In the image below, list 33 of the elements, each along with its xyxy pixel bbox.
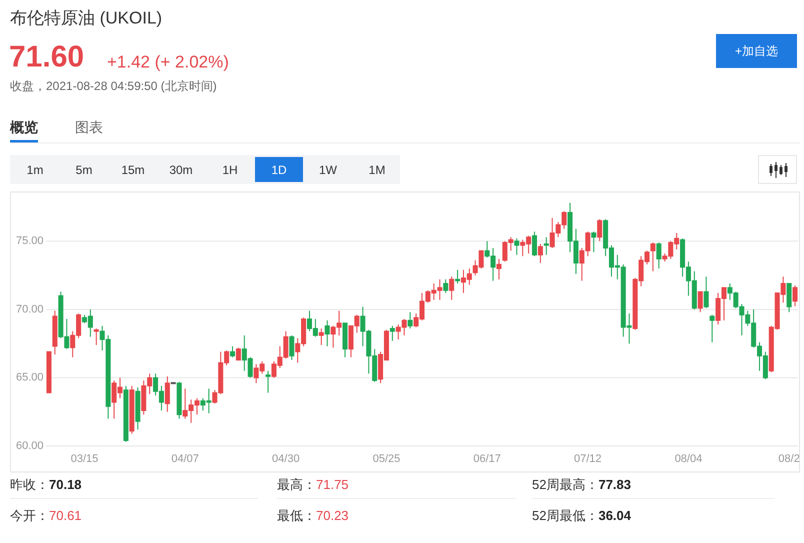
price-change: +1.42 (+ 2.02%) <box>107 52 229 72</box>
x-tick-label: 04/07 <box>171 453 199 465</box>
x-tick-label: 04/30 <box>272 453 300 465</box>
stat-label: 52周最低：36.04 <box>532 508 632 522</box>
x-tick-label: 07/12 <box>574 453 602 465</box>
period-label: 1M <box>368 163 386 177</box>
subtitle: 收盘，2021-08-28 04:59:50 (北京时间) <box>10 79 217 93</box>
period-button-selected: 1D <box>255 157 303 182</box>
tab-label-active: 概览 <box>10 119 38 135</box>
stat-label: 52周最高：77.83 <box>532 476 632 492</box>
period-label: 1W <box>319 163 337 177</box>
period-label: 30m <box>169 163 193 177</box>
x-tick-label: 08/2 <box>778 453 800 465</box>
period-label: 1m <box>26 163 44 177</box>
y-tick-label: 70.00 <box>16 303 44 316</box>
period-label: 1H <box>222 163 238 177</box>
stat-label: 今开：70.61 <box>10 508 82 522</box>
x-tick-label: 05/25 <box>372 453 400 465</box>
y-tick-label: 65.00 <box>16 372 44 384</box>
y-tick-label: 75.00 <box>16 235 44 248</box>
stat-label: 最高：71.75 <box>277 476 349 492</box>
button-add-watchlist: +加自选 <box>716 34 797 68</box>
x-tick-label: 08/04 <box>674 453 702 465</box>
stat-label: 昨收：70.18 <box>10 476 82 492</box>
tab-label: 图表 <box>75 119 103 135</box>
stat-label: 最低：70.23 <box>277 508 349 522</box>
x-tick-label: 06/17 <box>473 453 501 465</box>
x-tick-label: 03/15 <box>70 453 98 465</box>
title: 布伦特原油 (UKOIL) <box>10 8 162 28</box>
period-label: 15m <box>121 163 145 177</box>
y-tick-label: 60.00 <box>16 440 44 452</box>
last-price: 71.60 <box>9 40 84 74</box>
period-label: 5m <box>76 163 92 177</box>
